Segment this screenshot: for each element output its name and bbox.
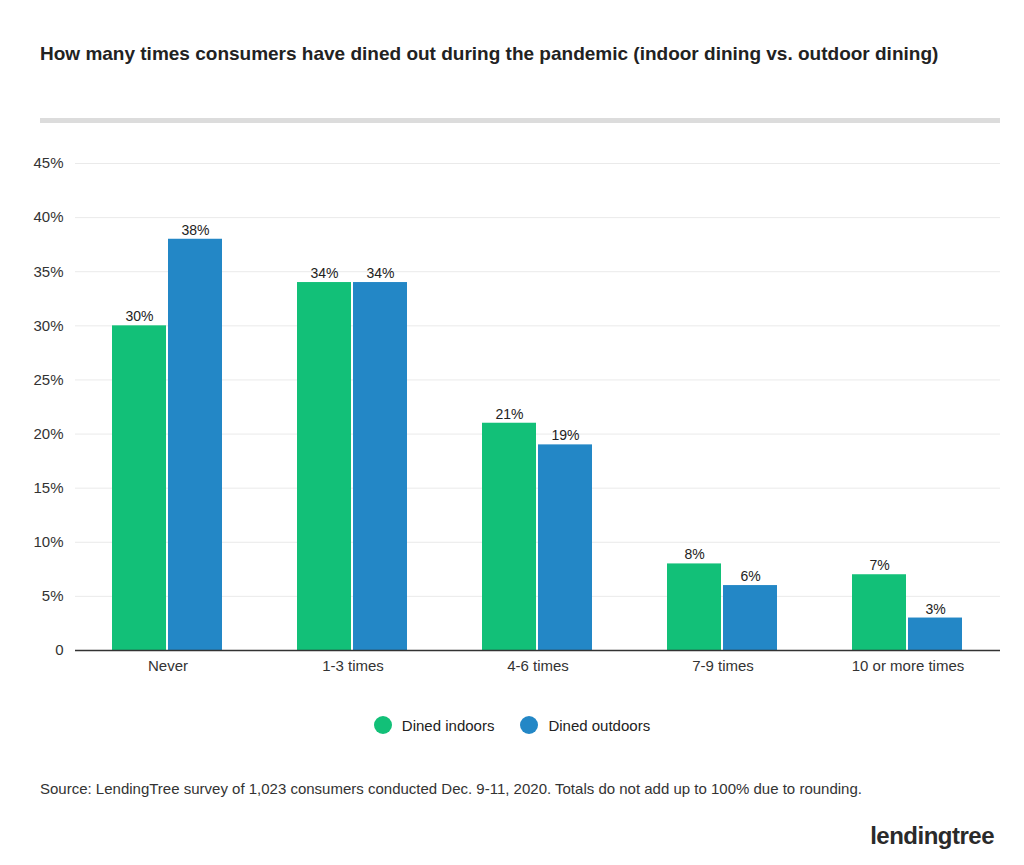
- svg-text:38%: 38%: [181, 222, 209, 238]
- svg-text:30%: 30%: [125, 308, 153, 324]
- svg-text:7-9 times: 7-9 times: [692, 657, 754, 674]
- html-text:How many times consumers have: How many times consumers have dined out …: [40, 43, 939, 64]
- html-text:Dined indoors: Dined indoors: [401, 716, 495, 734]
- svg-text:0: 0: [55, 641, 63, 658]
- svg-text:8%: 8%: [684, 546, 704, 562]
- html-text:lendingtree: lendingtree: [870, 822, 994, 849]
- svg-text:Never: Never: [148, 657, 188, 674]
- svg-text:15%: 15%: [33, 479, 63, 496]
- svg-text:5%: 5%: [42, 587, 64, 604]
- svg-text:10 or more times: 10 or more times: [852, 657, 965, 674]
- svg-text:40%: 40%: [33, 208, 63, 225]
- html-text:Dined outdoors: Dined outdoors: [548, 716, 651, 734]
- svg-text:34%: 34%: [310, 265, 338, 281]
- svg-text:10%: 10%: [33, 533, 63, 550]
- html-text:Source: LendingTree survey of: Source: LendingTree survey of 1,023 cons…: [40, 780, 862, 797]
- svg-text:1-3 times: 1-3 times: [322, 657, 384, 674]
- svg-text:20%: 20%: [33, 425, 63, 442]
- svg-text:35%: 35%: [33, 263, 63, 280]
- svg-text:7%: 7%: [869, 557, 889, 573]
- svg-text:21%: 21%: [495, 406, 523, 422]
- svg-text:19%: 19%: [551, 427, 579, 443]
- svg-text:3%: 3%: [925, 601, 945, 617]
- svg-text:34%: 34%: [366, 265, 394, 281]
- svg-text:30%: 30%: [33, 317, 63, 334]
- svg-text:4-6 times: 4-6 times: [507, 657, 569, 674]
- svg-text:45%: 45%: [33, 154, 63, 171]
- svg-text:25%: 25%: [33, 371, 63, 388]
- svg-text:6%: 6%: [740, 568, 760, 584]
